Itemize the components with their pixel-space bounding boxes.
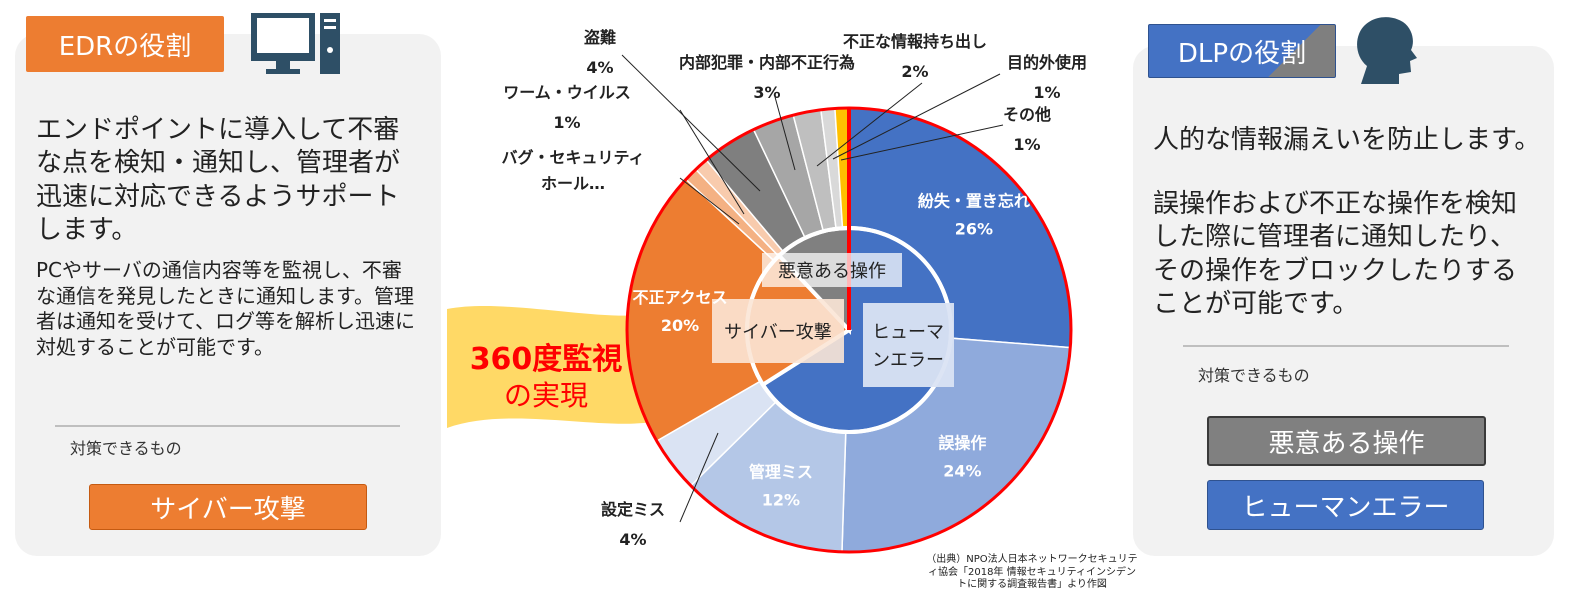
dlp-divider [1183, 345, 1509, 347]
dlp-panel [1133, 46, 1554, 556]
edr-title-tag: EDRの役割 [26, 16, 224, 72]
cyber-attack-button[interactable]: サイバー攻撃 [89, 484, 367, 530]
label-name-slice-1: 誤操作 [938, 434, 986, 453]
label-slice-11: その他 1% [840, 105, 1051, 161]
label-value-slice-11: 1% [1013, 135, 1040, 154]
inner-label-malicious: 悪意ある操作 [778, 261, 886, 282]
inner-label-human-line1: ヒューマ [872, 322, 944, 343]
label-value-slice-10: 1% [1033, 83, 1060, 102]
label-slice-3: 設定ミス 4% [601, 432, 719, 549]
edr-countermeasure-label: 対策できるもの [70, 439, 182, 458]
malicious-operation-button-label: 悪意ある操作 [1268, 428, 1425, 459]
label-name-slice-2: 管理ミス [749, 463, 813, 482]
label-name-slice-5: バグ・セキュリティ [501, 148, 644, 167]
leader-line-slice-7 [621, 54, 761, 192]
human-error-button[interactable]: ヒューマンエラー [1207, 480, 1484, 530]
label-name-slice-6: ワーム・ウイルス [503, 83, 631, 102]
label-slice-2: 管理ミス 12% [749, 463, 813, 510]
label-slice-8: 内部犯罪・内部不正行為 3% [679, 53, 855, 171]
leader-line-slice-3 [679, 432, 719, 523]
edr-panel [15, 34, 441, 556]
desktop-computer-icon [248, 10, 344, 80]
edr-sub-text: PCやサーバの通信内容等を監視し、不審な通信を発見したときに通知します。管理者は… [36, 258, 415, 359]
label-slice-1: 誤操作 24% [938, 434, 986, 481]
leader-line-slice-10 [832, 73, 1001, 160]
dlp-title: DLPの役割 [1177, 38, 1307, 69]
dlp-main-text: 人的な情報漏えいを防止します。 [1153, 125, 1541, 155]
inner-label-cyber: サイバー攻撃 [724, 322, 832, 343]
person-head-icon [1353, 14, 1421, 90]
label-value-slice-1: 24% [943, 462, 981, 481]
leader-line-slice-11 [840, 124, 1004, 161]
human-error-button-label: ヒューマンエラー [1241, 492, 1450, 523]
label-name-slice-9: 不正な情報持ち出し [843, 32, 987, 51]
label-value-slice-6: 1% [553, 113, 580, 132]
label-slice-9: 不正な情報持ち出し 2% [816, 32, 987, 167]
label-name2-slice-5: ホール… [541, 174, 605, 193]
label-value-slice-0: 26% [955, 220, 993, 239]
label-name-slice-10: 目的外使用 [1007, 53, 1087, 72]
inner-label-box-cyber [712, 299, 844, 363]
inner-label-box-malicious [762, 253, 902, 287]
edr-divider [55, 425, 400, 427]
label-slice-4: 不正アクセス 20% [632, 288, 727, 335]
banner-line1: 360度監視 [469, 342, 623, 377]
label-name-slice-8: 内部犯罪・内部不正行為 [679, 53, 855, 72]
inner-label-box-human [863, 303, 954, 387]
label-slice-0: 紛失・置き忘れ 26% [918, 192, 1030, 239]
label-name-slice-11: その他 [1003, 105, 1051, 124]
malicious-operation-button[interactable]: 悪意ある操作 [1207, 416, 1486, 466]
label-name-slice-7: 盗難 [584, 28, 616, 47]
label-slice-5: バグ・セキュリティホール… [501, 148, 740, 225]
leader-line-slice-6 [679, 109, 745, 215]
leader-line-slice-9 [816, 82, 923, 167]
source-note: （出典）NPO法人日本ネットワークセキュリティ協会「2018年 情報セキュリティ… [926, 554, 1138, 590]
label-name-slice-0: 紛失・置き忘れ [918, 192, 1030, 211]
cyber-attack-button-label: サイバー攻撃 [150, 494, 306, 525]
label-name-slice-4: 不正アクセス [632, 288, 727, 307]
label-value-slice-7: 4% [586, 58, 613, 77]
leader-line-slice-5 [679, 177, 740, 225]
label-name-slice-3: 設定ミス [601, 500, 665, 519]
label-value-slice-4: 20% [661, 316, 699, 335]
label-value-slice-2: 12% [762, 491, 800, 510]
label-slice-7: 盗難 4% [584, 28, 761, 192]
edr-main-text: エンドポイントに導入して不審な点を検知・通知し、管理者が迅速に対応できるようサポ… [36, 115, 401, 245]
leader-line-slice-8 [774, 96, 796, 171]
label-value-slice-9: 2% [901, 62, 928, 81]
dlp-countermeasure-label: 対策できるもの [1198, 366, 1310, 385]
dlp-sub-text: 誤操作および不正な操作を検知した際に管理者に通知したり、その操作をブロックしたり… [1153, 189, 1518, 319]
label-slice-6: ワーム・ウイルス 1% [503, 83, 745, 215]
label-value-slice-8: 3% [753, 83, 780, 102]
edr-title: EDRの役割 [58, 31, 192, 62]
dlp-title-tag: DLPの役割 [1148, 24, 1336, 78]
banner-line2: の実現 [503, 379, 588, 412]
label-value-slice-3: 4% [619, 530, 646, 549]
banner-ribbon [447, 304, 662, 443]
inner-label-human-line2: ンエラー [872, 350, 944, 371]
label-slice-10: 目的外使用 1% [832, 53, 1087, 160]
